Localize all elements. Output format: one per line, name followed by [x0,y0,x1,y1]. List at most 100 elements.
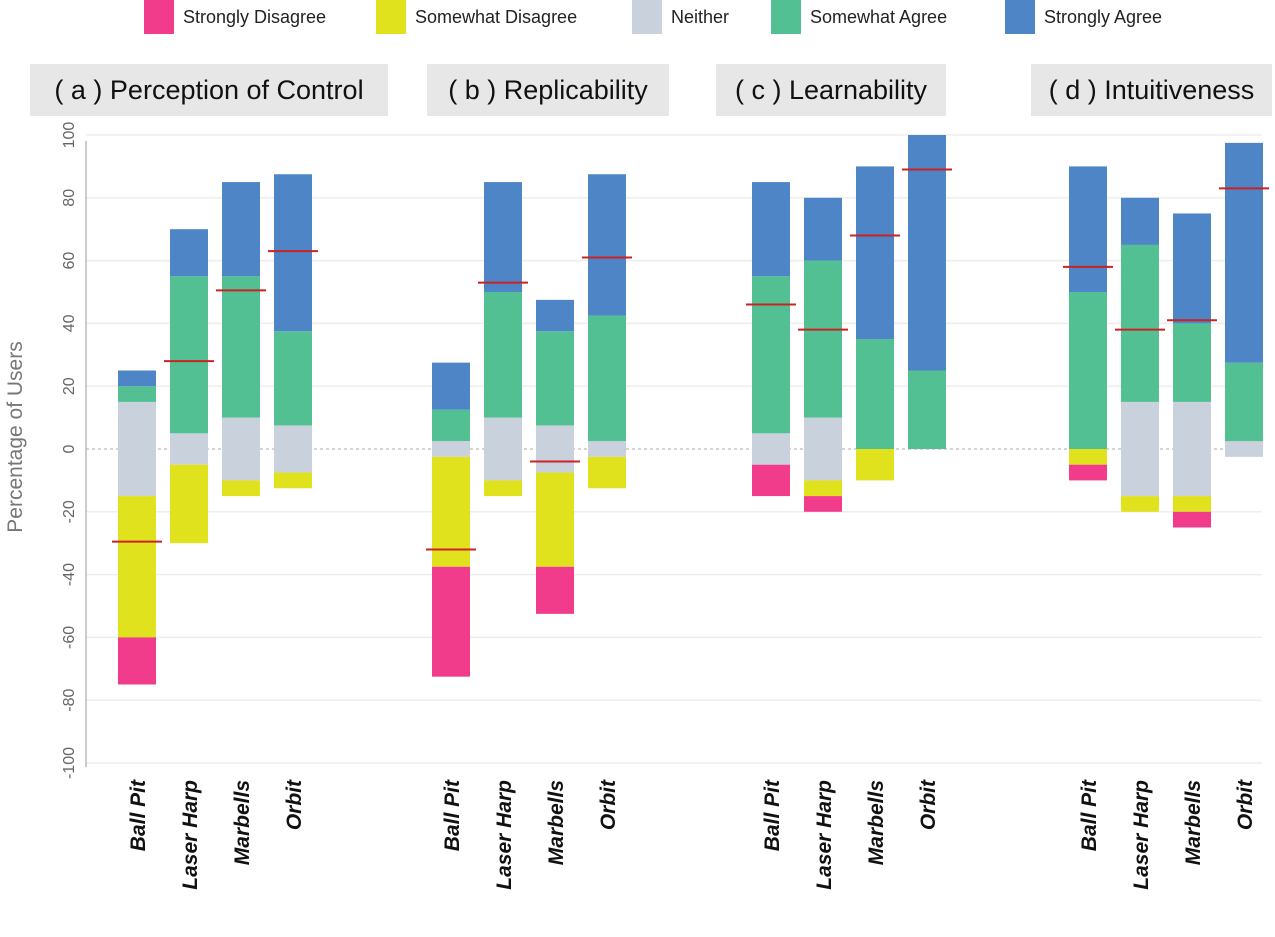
bar-segment-somewhat-agree [222,276,260,418]
bar-segment-neither [752,433,790,465]
bar-segment-somewhat-agree [856,339,894,449]
bar-laser-harp: Laser Harp [164,229,214,890]
panel-title-box [1031,64,1272,116]
y-tick-label: 80 [61,189,78,207]
y-tick-label: 40 [61,314,78,332]
bar-segment-neither [1121,401,1159,497]
bar-segment-strongly-agree [536,299,574,332]
legend-item-somewhat-agree: Somewhat Agree [771,0,947,34]
bar-ball-pit: Ball Pit [112,370,162,851]
panel-b: ( b ) Replicability Ball Pit Laser Harp Mar… [426,64,669,890]
bar-segment-strongly-agree [588,174,626,316]
bar-segment-neither [222,417,260,481]
legend-label: Somewhat Agree [810,7,947,27]
y-tick-label: -100 [61,747,78,779]
legend-item-neither: Neither [632,0,729,34]
bar-segment-strongly-agree [1121,197,1159,245]
legend-swatch [144,0,174,34]
y-tick-label: -40 [61,563,78,586]
bar-segment-somewhat-agree [274,331,312,426]
bar-segment-neither [118,401,156,497]
bar-segment-strongly-disagree [118,637,156,685]
y-tick-label: -80 [61,689,78,712]
bar-segment-somewhat-agree [536,331,574,426]
category-label: Marbells [865,780,888,865]
legend-swatch [771,0,801,34]
category-label: Orbit [1234,779,1257,830]
category-label: Ball Pit [761,779,784,851]
category-label: Ball Pit [1078,779,1101,851]
bar-segment-somewhat-disagree [484,480,522,497]
legend-label: Strongly Agree [1044,7,1162,27]
bar-segment-neither [1173,401,1211,497]
category-label: Laser Harp [1130,780,1153,890]
bar-marbells: Marbells [530,299,580,865]
bar-segment-neither [1225,441,1263,457]
bar-orbit: Orbit [1219,142,1269,830]
panel-title-box [716,64,946,116]
y-tick-label: -60 [61,626,78,649]
bar-ball-pit: Ball Pit [1063,166,1113,851]
bar-laser-harp: Laser Harp [798,197,848,890]
bar-segment-somewhat-agree [432,409,470,442]
bar-segment-somewhat-agree [908,370,946,449]
y-axis-title: Percentage of Users [4,341,27,532]
legend-item-somewhat-disagree: Somewhat Disagree [376,0,577,34]
bar-marbells: Marbells [1167,213,1217,865]
bar-segment-strongly-agree [1069,166,1107,292]
bar-segment-neither [484,417,522,481]
legend-swatch [632,0,662,34]
bar-segment-neither [588,441,626,457]
bar-ball-pit: Ball Pit [426,362,476,851]
bar-segment-somewhat-agree [1121,244,1159,402]
bar-segment-strongly-disagree [432,566,470,677]
bar-segment-strongly-agree [1225,142,1263,363]
panel-c: ( c ) Learnability Ball Pit Laser Harp Marb… [716,64,952,890]
bar-segment-somewhat-agree [752,276,790,434]
y-tick-label: -20 [61,500,78,523]
bar-orbit: Orbit [268,174,318,830]
bar-segment-somewhat-disagree [1121,496,1159,512]
bar-segment-somewhat-disagree [588,456,626,489]
bar-segment-somewhat-disagree [222,480,260,497]
bar-segment-somewhat-agree [170,276,208,434]
bar-segment-somewhat-agree [484,292,522,418]
legend-label: Neither [671,7,729,27]
bar-laser-harp: Laser Harp [1115,197,1165,890]
bar-segment-strongly-agree [222,182,260,277]
chart-panels: ( a ) Perception of Control Ball Pit Laser… [30,64,1272,890]
bar-segment-strongly-disagree [536,566,574,614]
bar-segment-strongly-agree [856,166,894,340]
bar-segment-strongly-agree [804,197,842,261]
bar-segment-neither [274,425,312,473]
panel-title: ( a ) Perception of Control [54,75,363,105]
legend-label: Strongly Disagree [183,7,326,27]
bar-laser-harp: Laser Harp [478,182,528,890]
bar-segment-strongly-agree [274,174,312,332]
panel-title-box [30,64,388,116]
panel-title: ( b ) Replicability [448,75,648,105]
bar-segment-strongly-agree [752,182,790,277]
bar-segment-somewhat-disagree [170,464,208,544]
bar-segment-strongly-agree [118,370,156,387]
category-label: Marbells [1182,780,1205,865]
panel-title-box [427,64,669,116]
bar-segment-somewhat-agree [1225,362,1263,442]
y-axis: -100 -80 -60 -40 -20 0 20 40 60 80 100 Percentage o… [4,122,87,779]
legend-item-strongly-agree: Strongly Agree [1005,0,1162,34]
category-label: Ball Pit [127,779,150,851]
category-label: Orbit [283,779,306,830]
y-tick-label: 20 [61,377,78,395]
category-label: Laser Harp [179,780,202,890]
panel-d: ( d ) Intuitiveness Ball Pit Laser Harp Mar… [1031,64,1272,890]
bar-orbit: Orbit [902,135,952,830]
y-tick-label: 100 [61,122,78,149]
bar-ball-pit: Ball Pit [746,182,796,851]
bar-segment-somewhat-disagree [432,456,470,567]
bar-segment-strongly-agree [908,135,946,371]
bar-segment-somewhat-disagree [856,449,894,481]
y-tick-label: 60 [61,252,78,270]
bar-segment-somewhat-agree [118,386,156,402]
bar-marbells: Marbells [216,182,266,865]
